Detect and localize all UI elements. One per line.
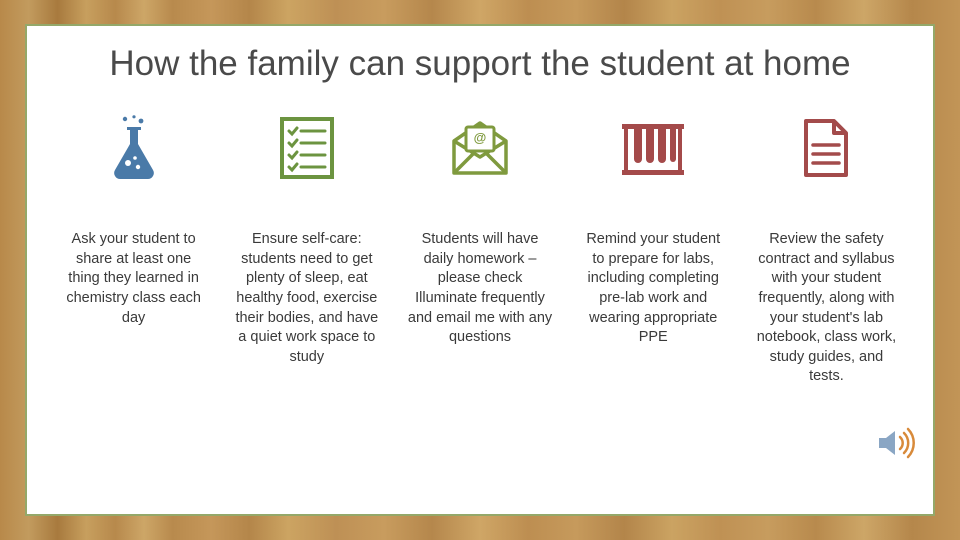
flask-icon bbox=[105, 112, 163, 184]
test-tubes-icon bbox=[620, 112, 686, 184]
document-icon bbox=[800, 112, 852, 184]
column-5: Review the safety contract and syllabus … bbox=[750, 112, 903, 387]
column-4: Remind your student to prepare for labs,… bbox=[577, 112, 730, 387]
column-1: Ask your student to share at least one t… bbox=[57, 112, 210, 387]
slide-card: How the family can support the student a… bbox=[25, 24, 935, 516]
slide-title: How the family can support the student a… bbox=[57, 44, 903, 84]
column-4-text: Remind your student to prepare for labs,… bbox=[577, 230, 730, 347]
column-2: Ensure self-care: students need to get p… bbox=[230, 112, 383, 387]
speaker-icon[interactable] bbox=[877, 427, 915, 464]
email-icon: @ bbox=[448, 112, 512, 184]
svg-text:@: @ bbox=[474, 130, 487, 145]
columns-container: Ask your student to share at least one t… bbox=[57, 112, 903, 387]
column-1-text: Ask your student to share at least one t… bbox=[57, 230, 210, 328]
column-2-text: Ensure self-care: students need to get p… bbox=[230, 230, 383, 367]
column-5-text: Review the safety contract and syllabus … bbox=[750, 230, 903, 387]
checklist-icon bbox=[279, 112, 335, 184]
column-3-text: Students will have daily homework – plea… bbox=[403, 230, 556, 347]
column-3: @ Students will have daily homework – pl… bbox=[403, 112, 556, 387]
